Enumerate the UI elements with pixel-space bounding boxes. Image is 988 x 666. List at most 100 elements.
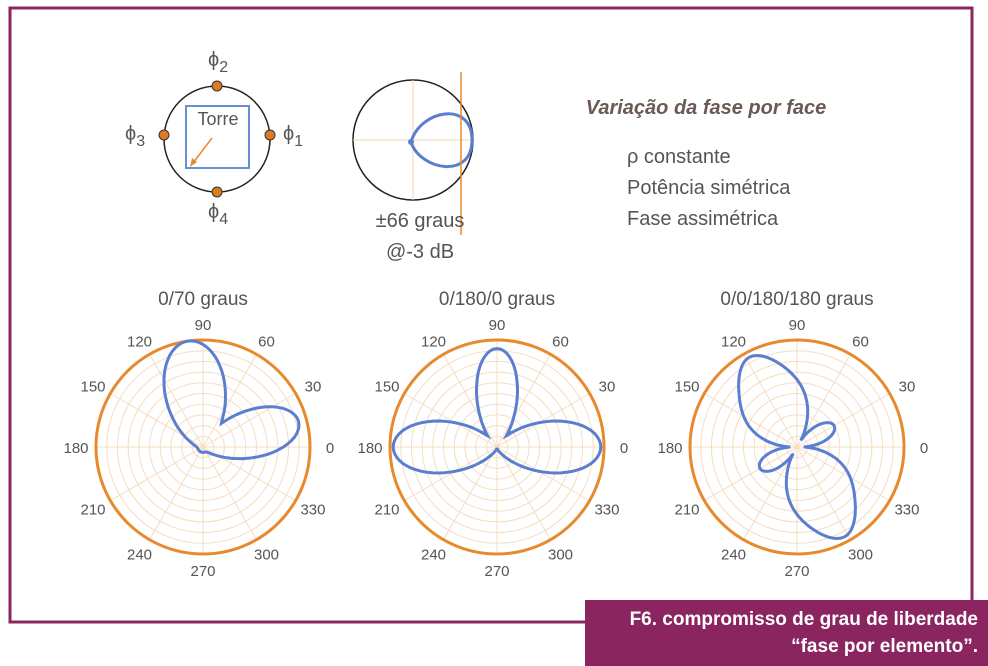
angle-label: 180	[357, 440, 382, 457]
angle-label: 30	[899, 379, 916, 396]
phase-sub: 2	[219, 59, 228, 76]
angle-label: 270	[190, 563, 215, 580]
beam-width: ±66 graus	[376, 210, 465, 232]
angle-label: 240	[421, 547, 446, 564]
angle-label: 270	[784, 563, 809, 580]
angle-label: 330	[894, 502, 919, 519]
grid-spoke	[704, 393, 798, 448]
angle-label: 240	[721, 547, 746, 564]
angle-label: 330	[300, 502, 325, 519]
angle-label: 0	[920, 440, 928, 457]
grid-spoke	[443, 446, 498, 540]
angle-label: 210	[80, 502, 105, 519]
grid-spoke	[704, 446, 798, 501]
phase-sub: 1	[294, 133, 303, 150]
pattern-curve	[391, 347, 603, 475]
beam-origin	[408, 139, 414, 145]
angle-label: 300	[548, 547, 573, 564]
phase-label: ϕ1	[283, 123, 303, 150]
angle-label: 0	[326, 440, 334, 457]
grid-spoke	[496, 393, 590, 448]
frame	[8, 6, 974, 624]
element-dot	[264, 129, 276, 141]
caption-line: “fase por elemento”.	[791, 636, 978, 657]
plot-title: 0/0/180/180 graus	[720, 289, 873, 310]
pattern-curve	[737, 353, 857, 541]
grid-spoke	[496, 446, 590, 501]
angle-label: 90	[789, 317, 806, 334]
beam-level: @-3 dB	[386, 241, 454, 263]
beam-lobe	[409, 112, 474, 168]
grid-spoke	[110, 446, 204, 501]
element-dot	[211, 80, 223, 92]
angle-label: 270	[484, 563, 509, 580]
phase-label: ϕ3	[125, 123, 145, 150]
angle-label: 60	[552, 333, 569, 350]
legend-item: Potência simétrica	[627, 177, 791, 199]
legend-item: ρ constante	[627, 146, 731, 168]
angle-label: 150	[674, 379, 699, 396]
phase-label: ϕ2	[208, 49, 228, 76]
legend-title: Variação da fase por face	[586, 97, 827, 119]
tower-label: Torre	[197, 109, 238, 129]
tower-square	[185, 105, 250, 169]
grid-spoke	[496, 354, 551, 448]
arrow	[192, 137, 213, 164]
grid-spoke	[743, 354, 798, 448]
angle-label: 180	[63, 440, 88, 457]
grid-spoke	[496, 446, 551, 540]
angle-label: 330	[594, 502, 619, 519]
angle-label: 210	[674, 502, 699, 519]
phase-symbol: ϕ	[208, 201, 219, 223]
polar-outline	[388, 338, 606, 556]
grid-spoke	[404, 446, 498, 501]
phase-sub: 4	[219, 211, 228, 228]
tower-circle	[163, 85, 271, 193]
element-dot	[211, 186, 223, 198]
phase-label: ϕ4	[208, 201, 228, 228]
phase-symbol: ϕ	[283, 123, 294, 145]
grid-spoke	[149, 354, 204, 448]
phase-sub: 3	[136, 133, 145, 150]
polar-outline	[688, 338, 906, 556]
grid-spoke	[404, 393, 498, 448]
phase-symbol: ϕ	[208, 49, 219, 71]
angle-label: 150	[374, 379, 399, 396]
plot-title: 0/180/0 graus	[439, 289, 555, 310]
caption-line: F6. compromisso de grau de liberdade	[629, 609, 978, 630]
grid-spoke	[796, 446, 851, 540]
phase-symbol: ϕ	[125, 123, 136, 145]
arrow-head	[190, 158, 197, 167]
angle-label: 90	[195, 317, 212, 334]
angle-label: 120	[127, 333, 152, 350]
angle-label: 120	[721, 333, 746, 350]
angle-label: 210	[374, 502, 399, 519]
pattern-curve	[162, 339, 301, 461]
grid-spoke	[202, 354, 257, 448]
angle-label: 30	[599, 379, 616, 396]
angle-label: 180	[657, 440, 682, 457]
angle-label: 0	[620, 440, 628, 457]
grid-spoke	[202, 393, 296, 448]
legend-item: Fase assimétrica	[627, 208, 779, 230]
angle-label: 240	[127, 547, 152, 564]
grid-spoke	[202, 446, 257, 540]
angle-label: 120	[421, 333, 446, 350]
angle-label: 60	[852, 333, 869, 350]
grid-spoke	[796, 393, 890, 448]
grid-spoke	[796, 446, 890, 501]
angle-label: 150	[80, 379, 105, 396]
angle-label: 60	[258, 333, 275, 350]
polar-outline	[94, 338, 312, 556]
caption: F6. compromisso de grau de liberdade “fa…	[585, 600, 988, 666]
angle-label: 300	[254, 547, 279, 564]
grid-spoke	[149, 446, 204, 540]
angle-label: 30	[305, 379, 322, 396]
angle-label: 300	[848, 547, 873, 564]
grid-spoke	[443, 354, 498, 448]
angle-label: 90	[489, 317, 506, 334]
element-dot	[158, 129, 170, 141]
